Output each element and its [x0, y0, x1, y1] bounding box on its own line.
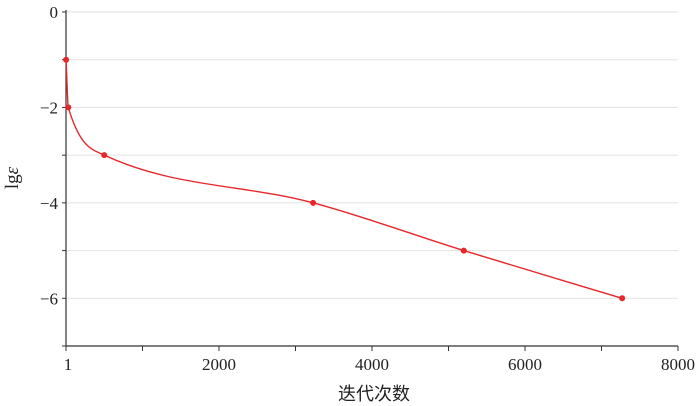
x-tick-label: 6000	[508, 355, 542, 374]
y-axis-title: lgε	[2, 166, 23, 189]
data-point	[619, 295, 626, 302]
y-ticks: 0 −2 −4 −6	[40, 3, 66, 347]
x-ticks: 1 2000 4000 6000 8000	[64, 346, 695, 374]
y-tick-label: −4	[40, 194, 59, 213]
y-tick-label: 0	[50, 3, 59, 22]
x-tick-label: 2000	[202, 355, 236, 374]
y-tick-label: −6	[40, 289, 58, 308]
series	[63, 56, 626, 302]
data-point	[460, 247, 467, 254]
series-line	[65, 59, 623, 299]
y-axis-title-symbol: ε	[2, 166, 23, 174]
data-point	[63, 56, 70, 63]
data-point	[310, 199, 317, 206]
x-axis-title: 迭代次数	[338, 384, 410, 405]
axes	[65, 10, 678, 347]
x-tick-label: 4000	[355, 355, 389, 374]
x-tick-label: 1	[64, 355, 73, 374]
x-tick-label: 8000	[661, 355, 695, 374]
data-point	[101, 152, 108, 159]
svg-text:lgε: lgε	[2, 166, 23, 189]
data-point	[65, 104, 72, 111]
y-axis-title-main: lg	[2, 174, 23, 189]
y-tick-label: −2	[40, 98, 58, 117]
gridlines	[66, 11, 678, 299]
